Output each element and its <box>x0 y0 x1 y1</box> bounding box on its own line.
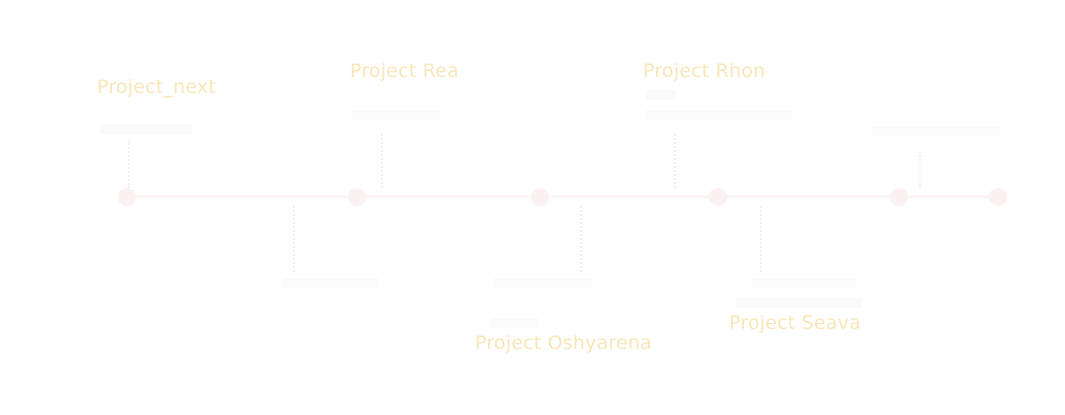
project-title: Project Oshyarena <box>475 332 652 354</box>
timeline-node <box>118 188 136 206</box>
project-detail-placeholder <box>752 278 856 288</box>
timeline-node <box>709 188 727 206</box>
timeline-connector <box>580 206 582 272</box>
timeline-node <box>890 188 908 206</box>
timeline-connector <box>128 140 130 188</box>
project-detail-placeholder <box>646 110 792 120</box>
timeline-node <box>531 188 549 206</box>
timeline-axis <box>127 195 1000 198</box>
timeline-connector <box>919 152 921 188</box>
project-title: Project Rhon <box>643 60 766 82</box>
project-detail-placeholder <box>100 124 192 134</box>
project-title: Project_next <box>97 76 216 98</box>
project-title: Project Seava <box>729 312 861 334</box>
project-detail-placeholder <box>494 278 592 288</box>
timeline-node <box>348 188 366 206</box>
project-detail-placeholder <box>490 318 538 328</box>
project-detail-placeholder <box>736 298 862 308</box>
timeline-connector <box>674 134 676 188</box>
project-detail-placeholder <box>352 110 440 120</box>
project-title: Project Rea <box>350 60 459 82</box>
timeline-connector <box>381 134 383 188</box>
project-detail-placeholder <box>872 126 1000 136</box>
timeline-connector <box>760 206 762 272</box>
project-detail-placeholder <box>282 278 378 288</box>
timeline-node <box>989 188 1007 206</box>
timeline-connector <box>293 206 295 272</box>
project-detail-placeholder <box>646 90 676 100</box>
